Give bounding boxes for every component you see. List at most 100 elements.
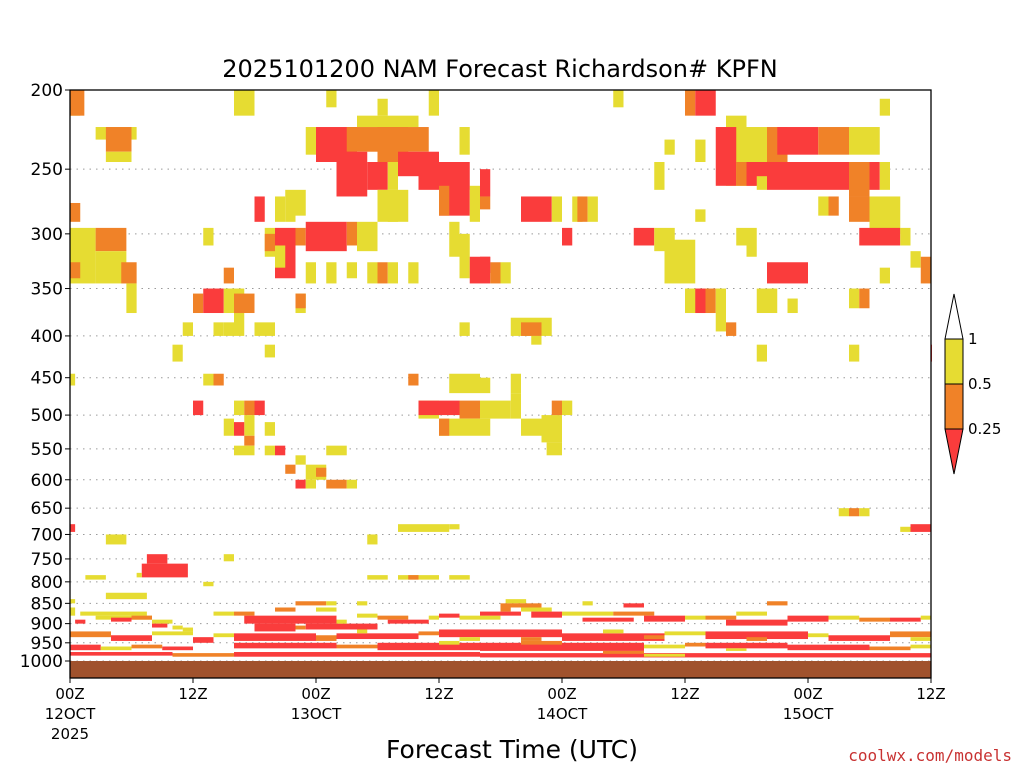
ri-cell	[95, 615, 152, 620]
ri-cell	[70, 90, 85, 116]
ri-cell	[367, 161, 388, 190]
ri-cell	[900, 227, 911, 246]
pressure-tick-label: 700	[31, 525, 63, 545]
ri-cell	[387, 619, 429, 624]
ri-cell	[357, 613, 378, 618]
ri-cell	[264, 422, 275, 436]
ri-cell	[346, 221, 357, 246]
ri-cell	[223, 267, 234, 284]
ri-cell	[408, 575, 419, 580]
ri-cell	[838, 508, 849, 517]
date-tick-label: 12OCT	[45, 705, 96, 723]
ri-cell	[398, 524, 450, 532]
ri-cell	[326, 445, 347, 456]
date-tick-label: 15OCT	[783, 705, 834, 723]
ri-cell	[551, 400, 562, 416]
time-tick-label: 00Z	[547, 685, 576, 703]
ri-cell	[326, 479, 347, 489]
ri-cell	[152, 623, 168, 628]
ri-cell	[223, 418, 234, 436]
ri-cell	[879, 98, 890, 116]
ri-cell	[357, 221, 378, 252]
ri-cell	[408, 373, 419, 386]
ri-cell	[695, 288, 706, 314]
ri-cell	[121, 262, 137, 284]
time-tick-label: 00Z	[301, 685, 330, 703]
ri-cell	[787, 298, 798, 314]
ri-cell	[408, 262, 419, 284]
ri-cell	[603, 629, 624, 634]
chart-title: 2025101200 NAM Forecast Richardson# KPFN	[222, 55, 777, 83]
ri-cell	[264, 233, 275, 252]
ri-cell	[100, 646, 132, 651]
ri-cell	[70, 644, 101, 651]
pressure-tick-label: 250	[31, 160, 63, 180]
ri-cell	[357, 629, 368, 634]
ri-cell	[234, 611, 255, 616]
ri-cell	[105, 151, 132, 162]
ri-cell	[685, 90, 696, 116]
ri-cell	[336, 644, 378, 649]
ri-cell	[172, 625, 183, 630]
ri-cell	[295, 293, 306, 309]
ri-cell	[285, 189, 296, 222]
ri-cell	[879, 161, 890, 190]
ri-cell	[111, 635, 152, 641]
ri-cell	[828, 615, 860, 620]
ri-cell	[746, 227, 757, 257]
ri-cell	[480, 169, 491, 197]
ri-cell	[439, 629, 562, 638]
date-tick-label: 13OCT	[291, 705, 342, 723]
legend-level-label: 1	[968, 330, 978, 348]
ri-cell	[203, 227, 214, 246]
ri-cell	[203, 288, 224, 314]
ri-cell	[285, 464, 296, 474]
ri-cell	[879, 267, 890, 284]
ri-cell	[357, 601, 368, 606]
ri-cell	[387, 189, 409, 222]
ri-cell	[449, 575, 470, 580]
ri-cell	[275, 607, 296, 612]
ri-cell	[449, 373, 480, 394]
ri-cell	[818, 196, 829, 216]
ri-cell	[828, 635, 890, 641]
ri-cell	[623, 603, 644, 608]
ri-cell	[736, 227, 747, 246]
ri-cell	[910, 637, 931, 641]
ri-cell	[70, 373, 76, 386]
ri-cell	[510, 373, 521, 394]
ri-cell	[439, 418, 491, 436]
ri-cell	[736, 611, 767, 616]
ri-cell	[546, 442, 562, 456]
ri-cell	[531, 335, 542, 345]
ri-cell	[182, 322, 193, 336]
ri-cell	[541, 415, 562, 443]
ri-cell	[869, 196, 901, 234]
ri-cell	[746, 637, 767, 641]
ri-cell	[234, 422, 245, 436]
ri-cell	[582, 601, 593, 606]
ri-cell	[849, 508, 860, 517]
pressure-tick-label: 650	[31, 499, 63, 519]
ri-cell	[685, 615, 706, 620]
ri-cell	[726, 322, 737, 336]
ri-cell	[182, 627, 193, 632]
ri-cell	[459, 615, 501, 620]
pressure-tick-label: 1000	[20, 652, 63, 672]
ri-cell	[869, 646, 911, 651]
ri-cell	[264, 344, 275, 358]
ri-cell	[377, 262, 388, 284]
ri-cell	[521, 607, 552, 612]
ri-cell	[295, 479, 306, 489]
ri-cell	[767, 161, 849, 190]
ri-cell	[162, 646, 193, 651]
credit-text: coolwx.com/models	[848, 746, 1012, 765]
ri-cell	[141, 563, 188, 578]
ri-cell	[777, 127, 819, 155]
ri-cell	[244, 435, 255, 446]
ri-cell	[70, 262, 81, 279]
ri-cell	[316, 467, 327, 477]
year-tick-label: 2025	[51, 725, 89, 743]
ri-cell	[500, 262, 511, 284]
ri-cell	[705, 631, 808, 640]
